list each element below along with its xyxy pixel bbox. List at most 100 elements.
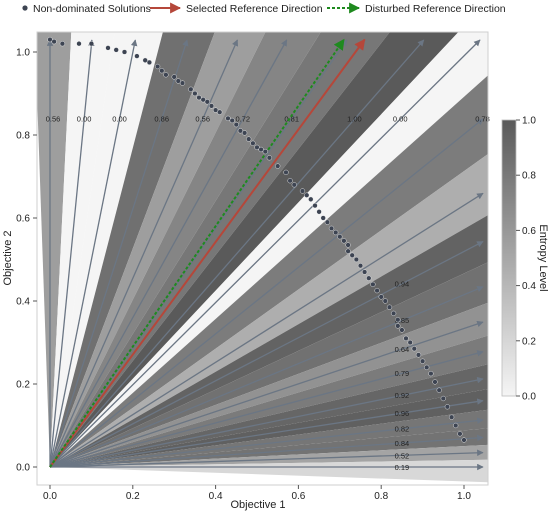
reference-direction-ray (49, 39, 288, 468)
solution-point (391, 310, 397, 317)
solution-point (163, 72, 169, 78)
entropy-value-label: 0.78 (475, 114, 490, 123)
entropy-wedge (50, 302, 488, 467)
reference-direction-ray (49, 241, 484, 468)
solution-point (283, 169, 289, 176)
solution-point (155, 63, 161, 70)
y-tick-label: 0.2 (16, 380, 30, 391)
solution-point (345, 242, 351, 248)
entropy-value-label: 0.92 (395, 391, 410, 400)
entropy-wedge (50, 215, 488, 467)
reference-direction-ray (49, 449, 484, 468)
entropy-wedge (50, 153, 488, 467)
solution-point (444, 404, 451, 410)
solution-point (341, 238, 347, 244)
solution-point (76, 41, 82, 47)
solution-point (113, 47, 119, 53)
reference-direction-ray (49, 286, 484, 468)
x-tick-label: 0.6 (291, 491, 305, 502)
solution-point (225, 115, 231, 122)
solution-point (328, 225, 335, 232)
x-axis-title: Objective 1 (230, 499, 285, 511)
solution-point (229, 117, 235, 124)
solution-point (299, 188, 306, 194)
y-axis-title: Objective 2 (2, 230, 14, 285)
y-tick-label: 0.6 (16, 214, 30, 225)
entropy-wedge (50, 75, 488, 467)
entropy-value-label: 0.94 (395, 279, 410, 288)
solution-point (345, 248, 351, 254)
solution-point (395, 317, 401, 323)
reference-direction-ray (49, 39, 425, 468)
entropy-wedge (50, 459, 488, 483)
colorbar-title: Entropy Level (537, 224, 549, 291)
solution-point (287, 178, 293, 184)
reference-direction-ray (49, 320, 484, 468)
solution-point (440, 395, 446, 402)
legend-label-selected: Selected Reference Direction (186, 3, 323, 15)
reference-direction-ray (49, 417, 484, 468)
y-tick-label: 0.4 (16, 297, 30, 308)
reference-direction-ray (49, 39, 138, 468)
solution-point (208, 103, 215, 109)
colorbar-gradient (501, 119, 517, 397)
solution-point (266, 155, 273, 161)
reference-direction-ray (49, 39, 481, 468)
solution-point (366, 275, 372, 281)
x-tick-label: 0.2 (126, 491, 140, 502)
solution-point (415, 352, 422, 358)
solution-point (386, 304, 393, 310)
solution-point (428, 371, 434, 377)
solution-point (142, 57, 148, 63)
solution-point (237, 128, 244, 134)
colorbar: 0.0 0.2 0.4 0.6 0.8 1.0 Entropy Level (501, 116, 549, 403)
entropy-value-label: 0.84 (395, 439, 410, 448)
solution-point (192, 90, 198, 97)
solution-point (291, 182, 297, 188)
entropy-value-label: 0.81 (284, 114, 299, 123)
solution-point (188, 86, 194, 92)
solution-point (121, 49, 128, 55)
entropy-value-label: 0.19 (395, 463, 410, 472)
solution-point (47, 36, 53, 43)
solution-point (436, 387, 442, 393)
solution-point (258, 146, 264, 153)
reference-direction-ray (49, 350, 484, 468)
reference-direction-ray (49, 39, 239, 468)
colorbar-tick-label: 1.0 (522, 116, 536, 127)
solution-point (196, 94, 202, 101)
solution-point (134, 53, 140, 59)
solution-point (262, 149, 268, 155)
x-tick-label: 0.8 (374, 491, 388, 502)
y-tick-label: 0.0 (16, 463, 30, 474)
entropy-value-label: 0.52 (395, 451, 410, 460)
reference-direction-ray (49, 398, 484, 468)
reference-rays (46, 39, 484, 471)
reference-direction-ray (49, 376, 484, 468)
solution-point (204, 99, 210, 105)
colorbar-tick-label: 0.2 (522, 336, 536, 347)
colorbar-tick-label: 0.8 (522, 171, 536, 182)
solution-point (233, 121, 239, 128)
entropy-wedge (50, 262, 488, 467)
solution-point (382, 298, 388, 304)
solution-point (308, 196, 314, 202)
entropy-wedges (37, 32, 488, 483)
legend-dot-marker (22, 5, 28, 11)
colorbar-tick-label: 0.4 (522, 281, 536, 292)
x-tick-label: 0.4 (209, 491, 223, 502)
solution-point (378, 294, 384, 300)
solution-point (175, 78, 181, 84)
solution-point (146, 59, 153, 66)
solution-point (217, 109, 223, 115)
solution-point (312, 203, 318, 209)
solution-point (316, 209, 322, 215)
entropy-value-label: 0.64 (395, 345, 410, 354)
entropy-wedge (50, 409, 488, 467)
solution-point (242, 130, 248, 136)
x-axis-ticks: 0.0 0.2 0.4 0.6 0.8 1.0 (43, 485, 471, 502)
y-tick-label: 0.8 (16, 131, 30, 142)
solution-point (357, 263, 364, 269)
solution-point (411, 346, 417, 352)
solution-point (179, 80, 186, 86)
